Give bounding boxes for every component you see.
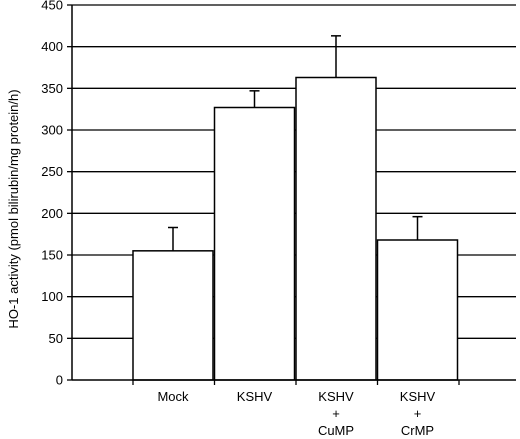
y-tick-label-150: 150 [41,248,63,263]
x-tick-label-3-line-2: CrMP [401,423,434,438]
y-tick-label-400: 400 [41,39,63,54]
x-tick-label-1: KSHV [237,389,273,404]
y-tick-label-200: 200 [41,206,63,221]
x-tick-label-1-line-0: KSHV [237,389,273,404]
y-tick-label-50: 50 [49,331,63,346]
x-tick-label-3-line-0: KSHV [400,389,436,404]
bar-2 [295,76,377,381]
bar-3 [376,239,459,381]
error-bars-layer [168,35,423,251]
y-axis-label: HO-1 activity (pmol bilirubin/mg protein… [6,89,21,328]
y-tick-label-250: 250 [41,164,63,179]
y-tick-label-0: 0 [56,373,63,388]
x-tick-label-3: KSHV + CrMP [400,389,436,438]
axes-layer [67,4,516,385]
x-tick-label-3-line-1: + [414,406,422,421]
x-tick-label-2: KSHV + CuMP [318,389,354,438]
x-tick-label-0-line-0: Mock [157,389,189,404]
x-tick-label-0: Mock [157,389,189,404]
y-tick-label-100: 100 [41,289,63,304]
bar-1 [213,106,296,381]
x-tick-label-2-line-0: KSHV [318,389,354,404]
y-tick-label-350: 350 [41,81,63,96]
x-tick-label-2-line-1: + [332,406,340,421]
x-tick-label-2-line-2: CuMP [318,423,354,438]
y-tick-label-450: 450 [41,0,63,13]
x-tick-labels: Mock KSHV KSHV + CuMP KSHV + CrMP [157,389,435,438]
bars-layer [132,76,459,381]
y-tick-label-300: 300 [41,123,63,138]
bar-0 [132,250,214,381]
y-tick-labels: 0 50 100 150 200 250 300 350 400 450 [41,0,63,388]
